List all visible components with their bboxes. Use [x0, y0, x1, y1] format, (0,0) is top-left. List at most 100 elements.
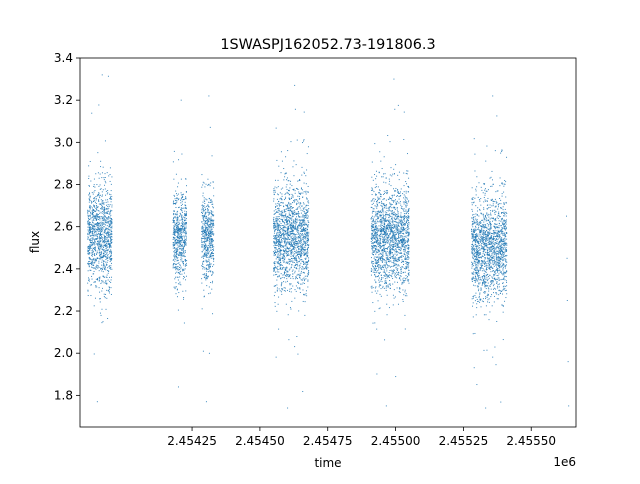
data-point — [284, 231, 286, 232]
data-point — [290, 250, 292, 252]
data-point — [298, 249, 300, 251]
data-point — [375, 252, 377, 254]
data-point — [110, 234, 112, 236]
data-point — [204, 223, 206, 225]
data-point — [307, 239, 309, 241]
data-point — [373, 236, 375, 238]
data-point — [273, 267, 275, 269]
data-point — [283, 229, 285, 231]
data-point — [106, 218, 108, 220]
data-point — [304, 232, 306, 234]
data-point — [181, 210, 183, 212]
data-point — [102, 255, 104, 257]
data-point — [183, 193, 185, 195]
data-point — [370, 226, 372, 228]
data-point — [209, 224, 211, 226]
data-point — [380, 279, 382, 281]
data-point — [273, 242, 275, 244]
data-point — [404, 328, 406, 330]
data-point — [397, 213, 399, 215]
data-point — [298, 196, 300, 198]
data-point — [87, 216, 89, 218]
data-point — [298, 240, 300, 242]
data-point — [393, 201, 395, 203]
data-point — [371, 228, 373, 230]
data-point — [172, 201, 174, 203]
data-point — [290, 242, 292, 244]
data-point — [99, 219, 101, 221]
data-point — [279, 290, 281, 292]
data-point — [204, 268, 206, 270]
data-point — [296, 268, 298, 270]
data-point — [175, 228, 177, 230]
data-point — [180, 270, 182, 272]
data-point — [100, 199, 102, 201]
data-point — [108, 207, 110, 209]
data-point — [281, 241, 282, 243]
data-point — [378, 239, 380, 241]
data-point — [384, 231, 386, 233]
data-point — [94, 240, 96, 242]
data-point — [183, 297, 185, 299]
data-point — [374, 174, 376, 176]
data-point — [294, 270, 296, 272]
data-point — [97, 210, 99, 211]
data-point — [283, 272, 285, 273]
data-point — [375, 259, 377, 261]
data-point — [90, 247, 92, 249]
data-point — [288, 203, 290, 205]
data-point — [406, 254, 408, 256]
data-point — [275, 216, 277, 218]
data-point — [181, 214, 183, 216]
data-point — [287, 206, 289, 208]
data-point — [183, 207, 185, 209]
data-point — [298, 237, 300, 239]
data-point — [273, 267, 275, 269]
data-point — [177, 263, 179, 265]
data-point — [105, 239, 107, 241]
data-point — [407, 252, 409, 254]
data-point — [292, 269, 294, 271]
data-point — [294, 258, 296, 260]
data-point — [211, 229, 213, 231]
data-point — [299, 275, 301, 277]
data-point — [301, 260, 303, 262]
data-point — [386, 225, 388, 227]
data-point — [175, 173, 177, 175]
data-point — [89, 195, 91, 197]
data-point — [400, 221, 402, 223]
data-point — [94, 247, 96, 249]
data-point — [201, 308, 203, 310]
data-point — [298, 198, 300, 200]
data-point — [201, 227, 203, 229]
data-point — [407, 218, 409, 220]
data-point — [282, 232, 284, 234]
data-point — [173, 200, 175, 202]
data-point — [96, 266, 98, 268]
data-point — [406, 232, 408, 234]
data-point — [296, 218, 298, 220]
data-point — [385, 275, 387, 277]
data-point — [307, 267, 309, 269]
data-point — [405, 209, 407, 211]
data-point — [281, 281, 283, 283]
data-point — [103, 239, 105, 241]
data-point — [184, 276, 186, 278]
data-point — [382, 241, 384, 243]
data-point — [278, 220, 280, 222]
data-point — [111, 238, 113, 240]
data-point — [105, 245, 107, 247]
data-point — [87, 223, 89, 225]
data-point — [108, 265, 110, 267]
data-point — [109, 224, 111, 226]
data-point — [101, 231, 103, 233]
data-point — [88, 266, 90, 268]
data-point — [371, 287, 373, 289]
data-point — [103, 275, 105, 277]
data-point — [277, 209, 279, 211]
data-point — [173, 256, 175, 258]
data-point — [93, 209, 95, 211]
data-point — [298, 232, 300, 234]
data-point — [282, 215, 284, 217]
data-point — [289, 268, 291, 270]
